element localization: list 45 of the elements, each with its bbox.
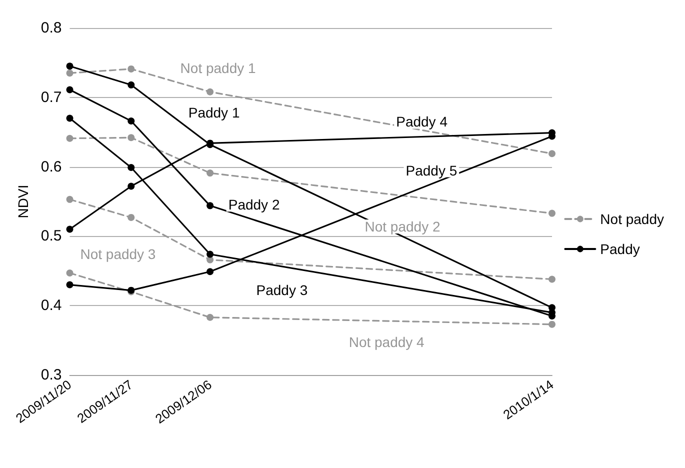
annotation: Paddy 1 <box>188 104 240 121</box>
point <box>66 281 74 288</box>
point <box>548 276 556 283</box>
y-tick-label: 0.7 <box>40 88 62 106</box>
point <box>206 88 214 96</box>
annotation: Not paddy 2 <box>364 218 440 234</box>
y-tick-label: 0.6 <box>40 158 62 176</box>
point <box>66 269 74 276</box>
point <box>128 164 135 171</box>
annotation: Not paddy 1 <box>180 60 256 76</box>
point <box>128 214 135 221</box>
annotation: Paddy 3 <box>256 282 308 298</box>
point <box>206 170 214 177</box>
point <box>128 134 135 142</box>
point <box>66 114 74 122</box>
annotation: Paddy 4 <box>396 114 448 130</box>
point <box>66 196 74 203</box>
y-tick-label: 0.3 <box>40 366 62 384</box>
y-tick-label: 0.4 <box>40 297 62 314</box>
point <box>206 314 214 321</box>
point <box>66 62 74 70</box>
annotation: Paddy 2 <box>228 196 280 213</box>
point <box>206 250 214 258</box>
point <box>548 210 556 217</box>
point <box>128 118 135 124</box>
point <box>548 150 556 158</box>
y-axis-title: NDVI <box>15 184 31 218</box>
annotation: Not paddy 3 <box>80 246 156 262</box>
annotation: Paddy 5 <box>406 162 458 178</box>
point <box>66 134 74 142</box>
point <box>66 226 74 233</box>
legend-label: Not paddy <box>600 211 664 227</box>
point <box>206 268 214 276</box>
y-tick-label: 0.8 <box>40 20 62 36</box>
annotation: Not paddy 4 <box>348 334 425 350</box>
point <box>66 70 74 77</box>
point <box>128 65 135 72</box>
legend-label: Paddy <box>600 241 640 257</box>
point <box>128 81 135 88</box>
point <box>206 202 214 210</box>
point <box>206 256 214 264</box>
point <box>66 86 74 94</box>
point <box>548 320 556 328</box>
y-tick-label: 0.5 <box>40 228 62 245</box>
point <box>128 182 135 190</box>
